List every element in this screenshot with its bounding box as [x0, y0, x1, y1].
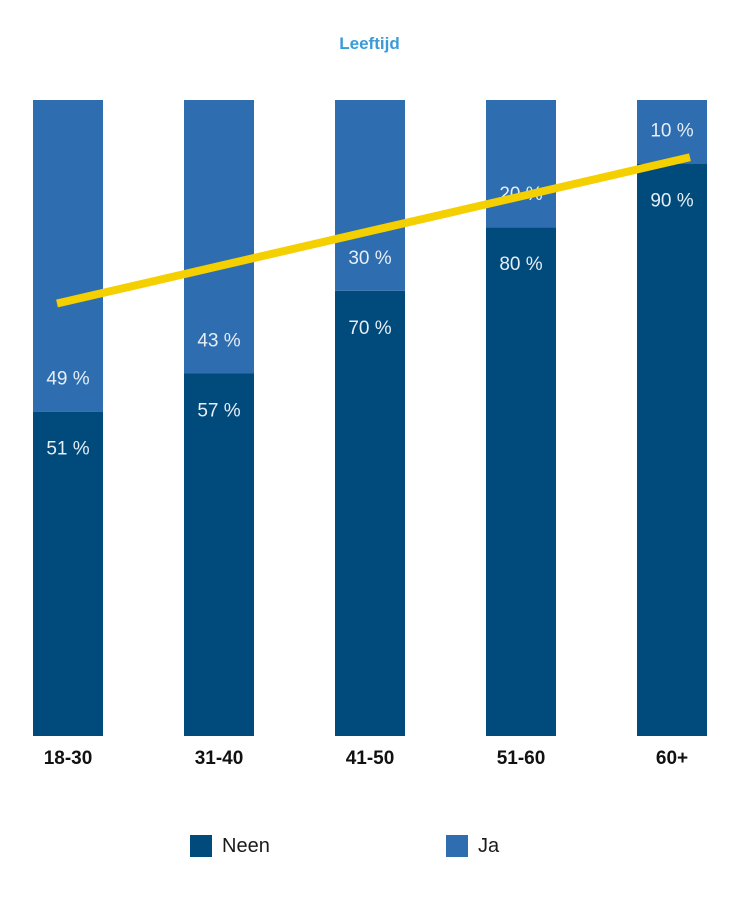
x-tick-label-60+: 60+ [656, 748, 688, 769]
bar-neen-31-40 [184, 373, 254, 736]
data-label-ja-18-30: 49 % [46, 369, 89, 390]
bar-ja-60+ [637, 100, 707, 164]
x-tick-label-31-40: 31-40 [195, 748, 244, 769]
trend-line [56, 153, 691, 308]
bar-neen-18-30 [33, 411, 103, 736]
legend-item-ja: Ja [446, 834, 499, 858]
x-tick-label-41-50: 41-50 [346, 748, 395, 769]
bar-ja-51-60 [486, 100, 556, 228]
legend-label-ja: Ja [478, 834, 500, 857]
legend-swatch-ja [446, 835, 468, 857]
data-label-neen-18-30: 51 % [46, 439, 89, 460]
data-label-neen-31-40: 57 % [197, 400, 240, 421]
data-label-neen-51-60: 80 % [499, 254, 542, 275]
chart-title: Leeftijd [339, 34, 400, 53]
legend-swatch-neen [190, 835, 212, 857]
bar-neen-41-50 [335, 290, 405, 736]
bar-ja-31-40 [184, 100, 254, 374]
legend-label-neen: Neen [222, 834, 270, 857]
x-tick-label-51-60: 51-60 [497, 748, 546, 769]
data-label-ja-31-40: 43 % [197, 330, 240, 351]
x-tick-label-18-30: 18-30 [44, 748, 93, 769]
bar-neen-51-60 [486, 227, 556, 736]
legend-item-neen: Neen [190, 834, 270, 858]
data-label-ja-41-50: 30 % [348, 248, 391, 269]
bar-neen-60+ [637, 163, 707, 737]
data-label-neen-41-50: 70 % [348, 318, 391, 339]
bar-ja-18-30 [33, 100, 103, 412]
data-label-ja-60+: 10 % [650, 121, 693, 142]
data-label-neen-60+: 90 % [650, 191, 693, 212]
legend: Neen Ja [0, 834, 739, 864]
bar-ja-41-50 [335, 100, 405, 291]
